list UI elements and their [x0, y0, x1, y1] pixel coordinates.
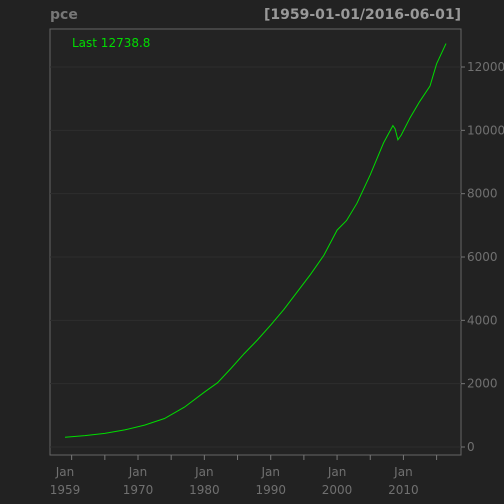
x-tick-label-month: Jan — [55, 465, 75, 479]
grid-lines — [50, 66, 461, 448]
last-value-label: Last 12738.8 — [72, 36, 150, 50]
x-axis: Jan 1959 Jan 1970 Jan 1980 Jan 1990 Jan 2000 Jan 20… — [50, 454, 461, 497]
y-axis: 0 2000 4000 6000 8000 10000 12000 — [461, 60, 504, 454]
x-tick-label-year: 2010 — [388, 483, 419, 497]
y-tick-label: 8000 — [467, 187, 498, 201]
y-tick-label: 0 — [467, 440, 475, 454]
x-tick-label-year: 1970 — [123, 483, 154, 497]
x-tick-label-month: Jan — [194, 465, 214, 479]
x-tick-label-year: 1980 — [189, 483, 220, 497]
y-tick-label: 6000 — [467, 250, 498, 264]
plot-area — [49, 28, 462, 456]
x-tick-label-year: 1990 — [255, 483, 286, 497]
y-tick-label: 12000 — [467, 60, 504, 74]
y-tick-label: 2000 — [467, 377, 498, 391]
x-tick-label-year: 2000 — [322, 483, 353, 497]
series-title: pce — [50, 7, 78, 23]
date-range-title: [1959-01-01/2016-06-01] — [264, 7, 461, 23]
x-tick-label-year: 1959 — [50, 483, 81, 497]
x-tick-label-month: Jan — [327, 465, 347, 479]
series-line-pce — [64, 43, 447, 438]
x-tick-label-month: Jan — [260, 465, 280, 479]
y-tick-label: 4000 — [467, 313, 498, 327]
x-tick-label-month: Jan — [393, 465, 413, 479]
x-tick-label-month: Jan — [128, 465, 148, 479]
y-tick-label: 10000 — [467, 123, 504, 137]
